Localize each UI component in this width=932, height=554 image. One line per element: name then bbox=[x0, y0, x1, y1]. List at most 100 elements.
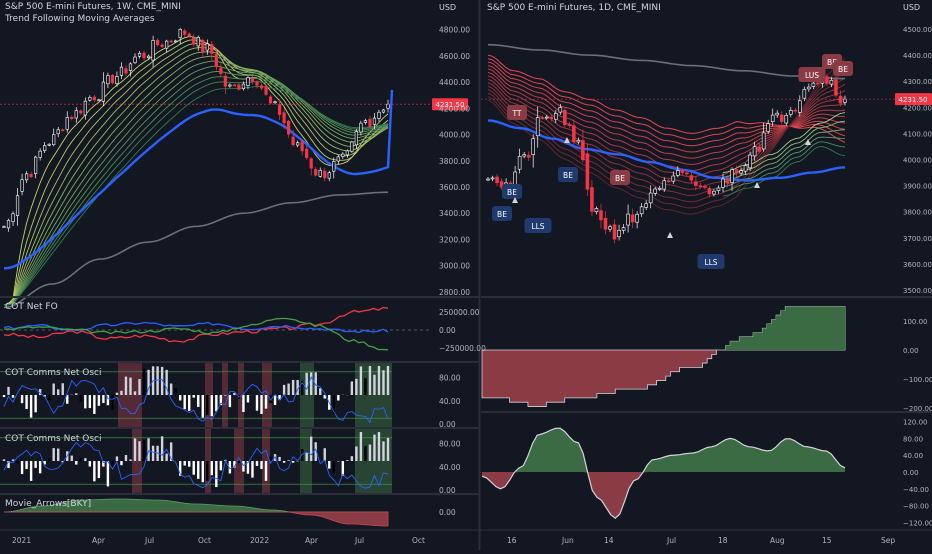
weekly-candle bbox=[61, 130, 64, 131]
daily-candle bbox=[559, 107, 562, 112]
weekly-candle bbox=[16, 196, 19, 216]
daily-candle bbox=[694, 182, 697, 186]
r1-tick: −200.00 bbox=[903, 405, 932, 413]
osc-bar bbox=[373, 435, 375, 461]
daily-candle bbox=[532, 139, 535, 155]
weekly-candle bbox=[165, 41, 168, 48]
right-y-tick: 4000.00 bbox=[903, 157, 932, 165]
left-y-tick: 4800.00 bbox=[439, 26, 470, 35]
osc-bar bbox=[52, 448, 54, 461]
daily-candle bbox=[636, 214, 639, 222]
weekly-candle bbox=[39, 151, 42, 157]
osc-bar bbox=[21, 395, 23, 403]
osc-bar bbox=[260, 461, 262, 469]
weekly-candle bbox=[183, 31, 186, 35]
cot-tick: 250000.00 bbox=[439, 308, 480, 317]
osc-bar bbox=[355, 379, 357, 395]
left-y-tick: 4000.00 bbox=[439, 131, 470, 140]
osc-bar bbox=[206, 395, 208, 415]
daily-candle bbox=[536, 118, 539, 136]
weekly-candle bbox=[364, 121, 367, 123]
osc-bar bbox=[147, 438, 149, 461]
right-x-tick: Aug bbox=[770, 536, 785, 545]
osc-bar bbox=[134, 438, 136, 461]
osc2-tick: 0.00 bbox=[439, 486, 456, 495]
weekly-candle bbox=[373, 118, 376, 124]
osc-bar bbox=[251, 461, 253, 478]
osc-bar bbox=[111, 395, 113, 410]
weekly-candle bbox=[369, 119, 372, 127]
osc-bar bbox=[48, 395, 50, 400]
osc-bar bbox=[84, 395, 86, 408]
daily-candle bbox=[740, 171, 743, 173]
weekly-candle bbox=[378, 112, 381, 118]
daily-candle bbox=[586, 154, 589, 189]
weekly-candle bbox=[30, 174, 33, 177]
weekly-candle bbox=[161, 45, 164, 47]
osc1-tick: 0.00 bbox=[439, 420, 456, 429]
osc-bar bbox=[197, 461, 199, 479]
right-y-tick: 4500.00 bbox=[903, 26, 932, 34]
daily-candle bbox=[654, 189, 657, 193]
osc-bar bbox=[107, 461, 109, 486]
signal-badge-label: LLS bbox=[531, 222, 544, 231]
osc-bar bbox=[116, 456, 118, 461]
weekly-candle bbox=[152, 40, 155, 60]
left-x-tick: 2022 bbox=[250, 536, 269, 545]
weekly-candle bbox=[192, 38, 195, 44]
daily-candle bbox=[735, 170, 738, 174]
osc-bar bbox=[355, 446, 357, 461]
right-x-tick: 18 bbox=[718, 536, 728, 545]
daily-candle bbox=[690, 176, 693, 181]
osc-bar bbox=[369, 366, 371, 395]
daily-candle bbox=[599, 211, 602, 220]
weekly-candle bbox=[314, 169, 317, 175]
weekly-candle bbox=[52, 135, 55, 145]
osc-bar bbox=[278, 457, 280, 461]
osc-bar bbox=[21, 461, 23, 474]
osc-bar bbox=[30, 461, 32, 481]
osc-bar bbox=[165, 454, 167, 461]
weekly-candle bbox=[229, 85, 232, 86]
weekly-candle bbox=[125, 69, 128, 74]
weekly-candle bbox=[346, 151, 349, 155]
osc-bar bbox=[242, 461, 244, 472]
osc-bar bbox=[197, 395, 199, 407]
weekly-candle bbox=[34, 157, 37, 173]
daily-candle bbox=[676, 171, 679, 176]
osc-bar bbox=[30, 395, 32, 418]
osc-bar bbox=[351, 456, 353, 461]
daily-candle bbox=[776, 113, 779, 115]
osc-bar bbox=[48, 459, 50, 461]
osc-bar bbox=[247, 395, 249, 402]
osc-bar bbox=[57, 449, 59, 461]
osc-bar bbox=[156, 366, 158, 395]
osc2-tick: 80.00 bbox=[439, 440, 461, 449]
osc-bar bbox=[265, 461, 267, 481]
daily-candle bbox=[731, 170, 734, 183]
daily-candle bbox=[834, 80, 837, 95]
weekly-candle bbox=[296, 143, 299, 145]
daily-candle bbox=[789, 110, 792, 114]
daily-candle bbox=[685, 173, 688, 174]
osc2-tick: 40.00 bbox=[439, 463, 461, 472]
osc-bar bbox=[206, 461, 208, 481]
left-chart-title: S&P 500 E-mini Futures, 1W, CME_MINI bbox=[5, 2, 181, 12]
daily-candle bbox=[645, 204, 648, 208]
osc-bar bbox=[25, 395, 27, 409]
osc-bar bbox=[52, 384, 54, 395]
r2-tick: −80.00 bbox=[903, 503, 929, 511]
right-x-tick: Sep bbox=[881, 536, 895, 545]
osc-bar bbox=[152, 446, 154, 461]
daily-candle bbox=[595, 209, 598, 212]
osc-bar bbox=[215, 461, 217, 487]
daily-candle bbox=[523, 155, 526, 156]
weekly-candle bbox=[278, 105, 281, 115]
cot-tick: 0.00 bbox=[439, 326, 456, 335]
daily-candle bbox=[762, 133, 765, 149]
osc-bar bbox=[292, 461, 294, 463]
movie-title: Movie_Arrows[BKY] bbox=[5, 499, 91, 509]
daily-candle bbox=[572, 126, 575, 142]
osc-bar bbox=[378, 432, 380, 461]
daily-candle bbox=[816, 83, 819, 84]
